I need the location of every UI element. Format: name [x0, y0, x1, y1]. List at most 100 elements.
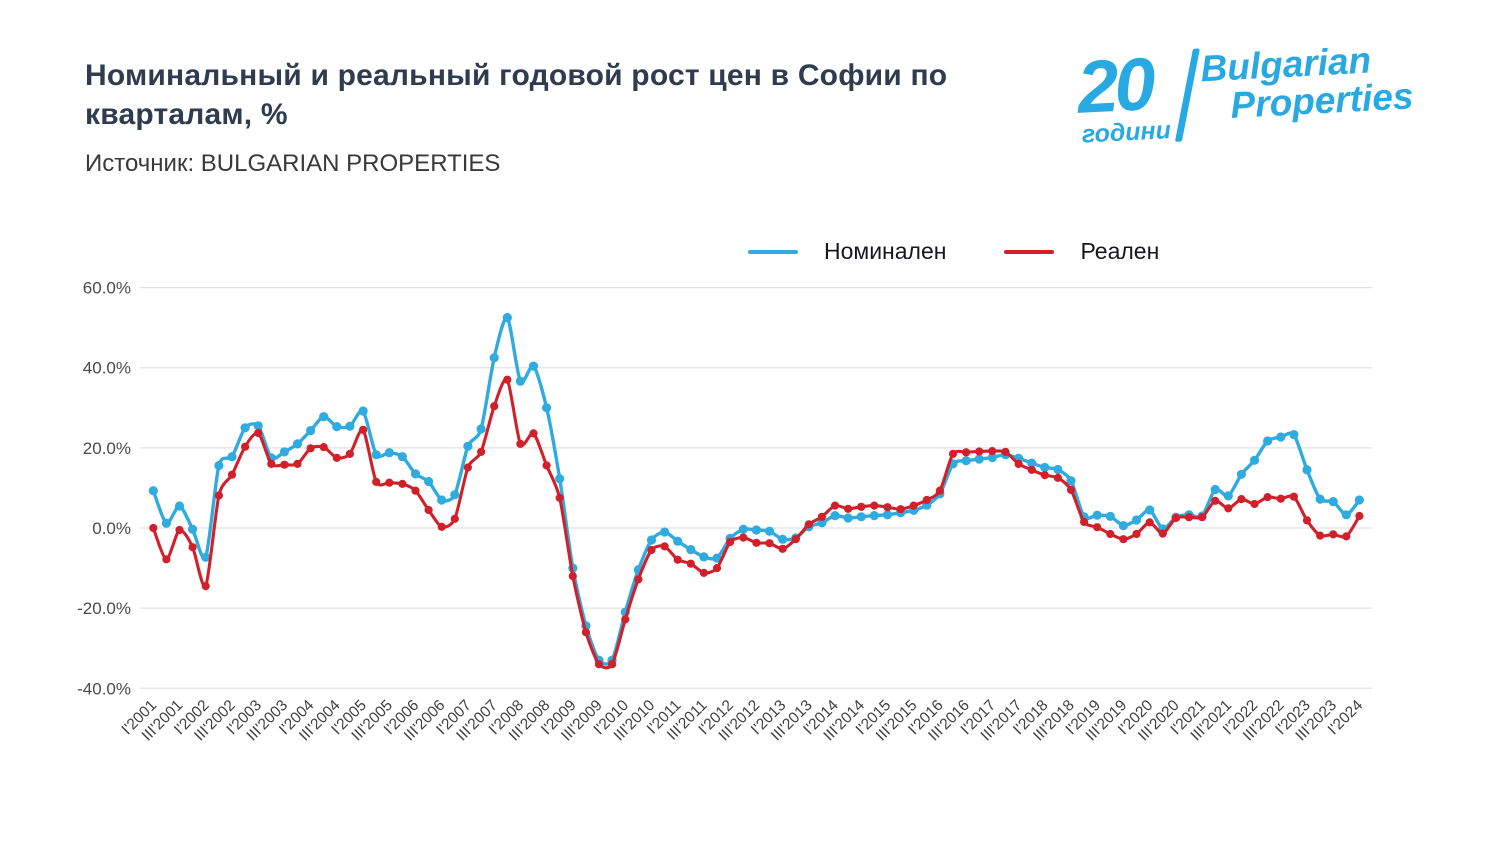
- data-point-nominal-I'2013[interactable]: [778, 534, 788, 544]
- data-point-real-I'2005[interactable]: [359, 425, 368, 434]
- data-point-real-IV'2019[interactable]: [1132, 529, 1141, 539]
- data-point-real-I'2019[interactable]: [1093, 523, 1102, 532]
- data-point-nominal-II'2018[interactable]: [1053, 464, 1063, 475]
- data-point-nominal-I'2002[interactable]: [201, 552, 211, 562]
- data-point-real-II'2018[interactable]: [1053, 473, 1062, 482]
- data-point-real-II'2020[interactable]: [1158, 529, 1167, 538]
- data-point-real-II'2001[interactable]: [162, 555, 171, 564]
- data-point-real-IV'2014[interactable]: [870, 501, 879, 510]
- data-point-real-II'2007[interactable]: [477, 447, 486, 456]
- data-point-nominal-I'2005[interactable]: [358, 406, 368, 416]
- data-point-nominal-II'2005[interactable]: [371, 450, 381, 460]
- data-point-nominal-IV'2005[interactable]: [397, 452, 407, 462]
- data-point-nominal-II'2001[interactable]: [161, 518, 171, 528]
- data-point-real-IV'2012[interactable]: [765, 539, 774, 548]
- data-point-real-II'2023[interactable]: [1316, 531, 1325, 540]
- data-point-nominal-I'2018[interactable]: [1040, 462, 1050, 473]
- data-point-nominal-I'2020[interactable]: [1145, 505, 1155, 515]
- data-point-real-II'2022[interactable]: [1263, 493, 1272, 502]
- data-point-real-III'2010[interactable]: [647, 545, 656, 555]
- data-point-nominal-I'2014[interactable]: [830, 510, 840, 521]
- data-point-nominal-III'2002[interactable]: [227, 452, 237, 462]
- data-point-real-I'2006[interactable]: [411, 486, 420, 495]
- legend-item-nominal[interactable]: Номинален: [748, 238, 946, 265]
- data-point-nominal-II'2004[interactable]: [319, 412, 329, 422]
- data-point-nominal-III'2014[interactable]: [856, 512, 866, 522]
- data-point-nominal-IV'2014[interactable]: [869, 510, 879, 521]
- data-point-nominal-IV'2023[interactable]: [1341, 510, 1351, 520]
- data-point-real-III'2002[interactable]: [227, 470, 237, 479]
- data-point-real-I'2013[interactable]: [778, 544, 787, 553]
- data-point-real-I'2020[interactable]: [1145, 518, 1154, 527]
- data-point-real-II'2009[interactable]: [581, 628, 591, 637]
- data-point-real-III'2008[interactable]: [542, 461, 551, 470]
- data-point-nominal-IV'2006[interactable]: [450, 490, 460, 500]
- data-point-nominal-III'2004[interactable]: [332, 422, 342, 432]
- data-point-real-II'2014[interactable]: [844, 504, 853, 513]
- data-point-real-II'2015[interactable]: [896, 505, 905, 514]
- data-point-real-III'2005[interactable]: [385, 478, 394, 487]
- data-point-nominal-I'2015[interactable]: [882, 510, 893, 520]
- data-point-real-IV'2021[interactable]: [1237, 495, 1246, 504]
- data-point-real-III'2022[interactable]: [1276, 494, 1285, 503]
- data-point-real-II'2003[interactable]: [267, 459, 276, 468]
- data-point-real-III'2017[interactable]: [1014, 459, 1023, 468]
- data-point-real-III'2007[interactable]: [490, 402, 499, 411]
- data-point-nominal-III'2018[interactable]: [1066, 476, 1076, 486]
- data-point-nominal-I'2011[interactable]: [673, 536, 683, 546]
- data-point-real-IV'2006[interactable]: [450, 514, 459, 523]
- data-point-nominal-III'2001[interactable]: [174, 501, 185, 511]
- data-point-nominal-IV'2011[interactable]: [712, 553, 722, 563]
- data-point-nominal-III'2012[interactable]: [751, 525, 762, 535]
- data-point-real-III'2003[interactable]: [280, 460, 289, 469]
- data-point-real-I'2014[interactable]: [830, 501, 840, 510]
- data-point-real-II'2008[interactable]: [529, 429, 538, 438]
- legend-item-real[interactable]: Реален: [1004, 238, 1159, 265]
- data-point-real-III'2011[interactable]: [699, 568, 709, 578]
- data-point-nominal-I'2004[interactable]: [306, 426, 316, 436]
- data-point-real-III'2014[interactable]: [857, 502, 866, 511]
- data-point-real-III'2019[interactable]: [1119, 535, 1128, 544]
- data-point-real-IV'2001[interactable]: [188, 543, 197, 552]
- data-point-real-I'2022[interactable]: [1250, 499, 1259, 509]
- data-point-nominal-IV'2003[interactable]: [292, 439, 303, 449]
- data-point-nominal-IV'2022[interactable]: [1289, 430, 1299, 440]
- data-point-nominal-III'2005[interactable]: [384, 448, 394, 458]
- data-point-real-I'2017[interactable]: [988, 447, 997, 456]
- data-point-real-II'2021[interactable]: [1211, 496, 1220, 505]
- data-point-nominal-III'2008[interactable]: [542, 403, 552, 413]
- data-point-real-II'2002[interactable]: [214, 491, 223, 500]
- data-point-real-III'2006[interactable]: [437, 522, 446, 531]
- data-point-nominal-I'2003[interactable]: [253, 421, 263, 431]
- data-point-real-IV'2003[interactable]: [293, 459, 302, 468]
- data-point-real-IV'2011[interactable]: [712, 564, 722, 573]
- data-point-real-III'2013[interactable]: [804, 520, 813, 529]
- data-point-real-I'2018[interactable]: [1040, 471, 1049, 480]
- data-point-real-III'2018[interactable]: [1066, 485, 1076, 494]
- data-point-real-IV'2002[interactable]: [241, 442, 250, 451]
- data-point-nominal-IV'2012[interactable]: [764, 526, 775, 536]
- data-point-nominal-IV'2007[interactable]: [502, 313, 512, 323]
- data-point-nominal-III'2022[interactable]: [1276, 432, 1286, 442]
- data-point-nominal-I'2023[interactable]: [1302, 465, 1312, 475]
- data-point-real-IV'2023[interactable]: [1342, 532, 1351, 541]
- data-point-real-I'2002[interactable]: [201, 582, 210, 591]
- data-point-real-II'2017[interactable]: [1001, 447, 1010, 456]
- data-point-nominal-IV'2001[interactable]: [188, 524, 198, 534]
- data-point-real-III'2015[interactable]: [909, 501, 918, 510]
- data-point-nominal-IV'2010[interactable]: [660, 527, 670, 537]
- data-point-nominal-IV'2002[interactable]: [240, 423, 250, 433]
- data-point-real-IV'2018[interactable]: [1080, 517, 1089, 527]
- data-point-nominal-I'2022[interactable]: [1249, 455, 1260, 465]
- data-point-real-I'2012[interactable]: [726, 537, 735, 547]
- data-point-nominal-IV'2021[interactable]: [1236, 469, 1246, 479]
- data-point-nominal-III'2007[interactable]: [489, 353, 499, 363]
- data-point-nominal-II'2007[interactable]: [476, 424, 486, 434]
- data-point-nominal-IV'2017[interactable]: [1027, 458, 1037, 468]
- data-point-real-II'2005[interactable]: [372, 477, 381, 486]
- data-point-nominal-IV'2008[interactable]: [555, 474, 565, 484]
- data-point-nominal-II'2012[interactable]: [738, 524, 748, 534]
- data-point-nominal-II'2008[interactable]: [528, 361, 539, 371]
- data-point-real-II'2011[interactable]: [686, 559, 695, 568]
- data-point-nominal-II'2019[interactable]: [1105, 511, 1115, 521]
